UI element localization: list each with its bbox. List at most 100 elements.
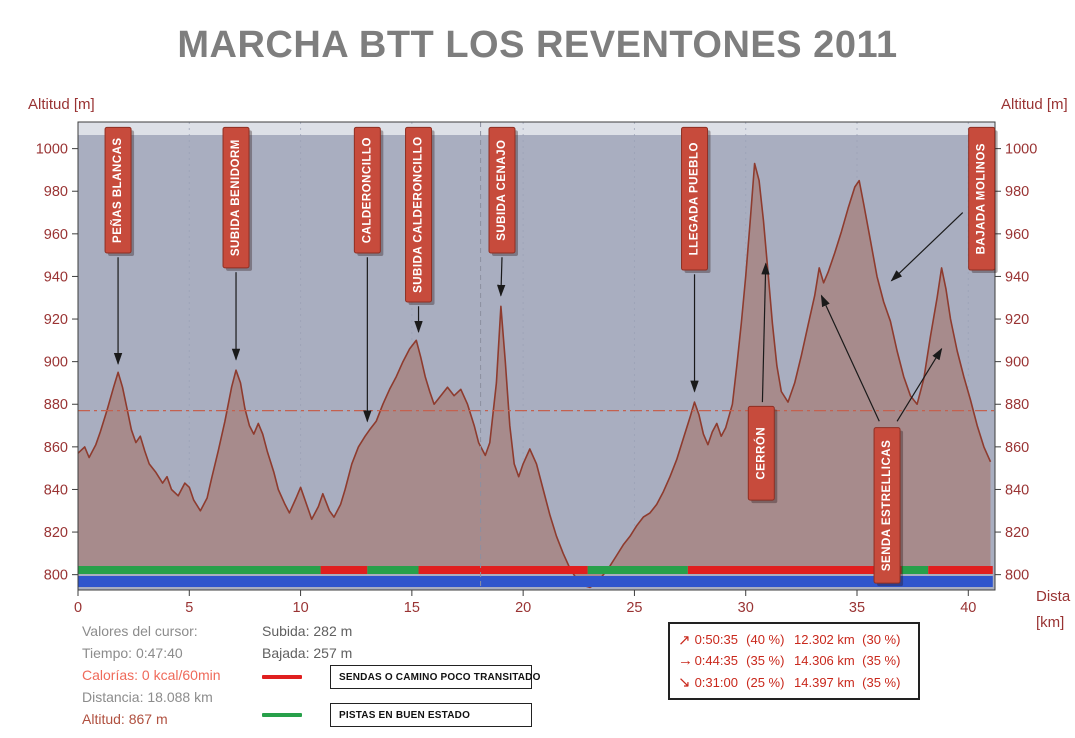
annotation-callout xyxy=(873,427,901,584)
cursor-altitude: Altitud: 867 m xyxy=(82,711,168,727)
annotation-arrow xyxy=(761,262,770,403)
y-tick-label-right: 840 xyxy=(1005,482,1029,498)
plot-top-band xyxy=(78,122,995,135)
annotation-label: SUBIDA BENIDORM xyxy=(230,139,242,256)
y-tick-label-right: 900 xyxy=(1005,355,1029,371)
annotation-arrow xyxy=(890,212,964,282)
climb-summary: Subida: 282 m Bajada: 257 m xyxy=(262,620,352,664)
descent-time: 0:31:00 xyxy=(694,674,738,690)
annotation-arrow xyxy=(497,257,506,297)
stats-row-flat: → 0:44:35 (35 %) 14.306 km (35 %) xyxy=(678,652,910,669)
elevation-chart: 800 800 820 820 840 840 860 860 880 880 900 900 920 9… xyxy=(36,121,1037,616)
x-tick-label: 35 xyxy=(849,600,865,616)
annotation-callout xyxy=(104,126,132,254)
cursor-values-header: Valores del cursor: xyxy=(82,623,198,639)
annotation-label: SUBIDA CALDERONCILLO xyxy=(413,136,425,293)
annotation-label: PEÑAS BLANCAS xyxy=(111,137,124,243)
x-tick-label: 20 xyxy=(515,600,531,616)
annotation-label: SENDA ESTRELLICAS xyxy=(881,440,893,571)
y-tick-label-right: 960 xyxy=(1005,227,1029,243)
flat-time-pct: (35 %) xyxy=(746,653,785,669)
y-tick-label-left: 860 xyxy=(44,440,68,456)
surface-segment-pista xyxy=(367,566,419,574)
base-bar xyxy=(78,576,993,587)
x-axis-label-line1: Dista xyxy=(1036,588,1071,605)
y-tick-label-left: 820 xyxy=(44,525,68,541)
descent-distance: 14.397 km xyxy=(794,674,855,690)
annotation-callout xyxy=(681,126,709,271)
right-arrow-icon: → xyxy=(678,652,693,670)
y-tick-label-left: 960 xyxy=(44,227,68,243)
y-tick-label-left: 880 xyxy=(44,397,68,413)
stats-row-descent: ↘ 0:31:00 (25 %) 14.397 km (35 %) xyxy=(678,673,910,691)
total-ascent: Subida: 282 m xyxy=(262,623,353,639)
annotation-label: SUBIDA CENAJO xyxy=(496,140,508,241)
flat-time: 0:44:35 xyxy=(694,653,738,669)
y-tick-label-left: 940 xyxy=(44,269,68,285)
surface-segment-pista xyxy=(78,566,321,574)
y-tick-label-right: 860 xyxy=(1005,440,1029,456)
y-tick-label-left: 800 xyxy=(44,568,68,584)
x-axis-label-line2: [km] xyxy=(1036,614,1065,631)
annotation-label: LLEGADA PUEBLO xyxy=(689,142,701,255)
y-tick-label-left: 920 xyxy=(44,312,68,328)
surface-segment-pista xyxy=(587,566,688,574)
ascent-distance: 12.302 km xyxy=(794,632,855,648)
y-tick-label-right: 980 xyxy=(1005,184,1029,200)
gradient-stats-box: ↗ 0:50:35 (40 %) 12.302 km (30 %) → 0:44… xyxy=(668,622,920,700)
surface-segment-senda xyxy=(320,566,368,574)
up-right-arrow-icon: ↗ xyxy=(678,631,691,649)
stats-row-ascent: ↗ 0:50:35 (40 %) 12.302 km (30 %) xyxy=(678,631,910,649)
ascent-time: 0:50:35 xyxy=(694,632,738,648)
legend-label-sendas: SENDAS O CAMINO POCO TRANSITADO xyxy=(330,665,540,689)
y-tick-label-right: 880 xyxy=(1005,397,1029,413)
annotation-label: CERRÓN xyxy=(754,427,767,480)
annotation-callout xyxy=(353,126,381,254)
x-tick-label: 40 xyxy=(960,600,976,616)
descent-time-pct: (25 %) xyxy=(746,674,785,690)
y-tick-label-right: 920 xyxy=(1005,312,1029,328)
y-axis-label-left: Altitud [m] xyxy=(28,96,95,113)
total-descent: Bajada: 257 m xyxy=(262,645,353,661)
y-tick-label-left: 1000 xyxy=(36,142,68,158)
y-tick-label-right: 940 xyxy=(1005,269,1029,285)
x-tick-label: 5 xyxy=(185,600,193,616)
annotation-label: BAJADA MOLINOS xyxy=(976,143,988,254)
plot-border xyxy=(77,121,996,591)
page-title: MARCHA BTT LOS REVENTONES 2011 xyxy=(177,24,898,66)
surface-segment-pista xyxy=(901,566,929,574)
y-tick-label-left: 900 xyxy=(44,355,68,371)
annotation-callout xyxy=(968,126,996,271)
legend-swatch-pistas-icon xyxy=(262,713,302,717)
cursor-calories: Calorías: 0 kcal/60min xyxy=(82,667,221,683)
elevation-line xyxy=(77,162,992,589)
annotation-arrow xyxy=(820,294,880,422)
descent-distance-pct: (35 %) xyxy=(862,674,901,690)
x-tick-label: 25 xyxy=(626,600,642,616)
ascent-time-pct: (40 %) xyxy=(746,632,785,648)
cursor-time: Tiempo: 0:47:40 xyxy=(82,645,183,661)
y-tick-label-right: 1000 xyxy=(1005,142,1037,158)
y-tick-label-right: 800 xyxy=(1005,568,1029,584)
y-tick-label-right: 820 xyxy=(1005,525,1029,541)
annotation-arrow xyxy=(896,347,943,422)
x-tick-label: 30 xyxy=(738,600,754,616)
legend-label-pistas: PISTAS EN BUEN ESTADO xyxy=(330,703,532,727)
down-right-arrow-icon: ↘ xyxy=(678,674,691,692)
ascent-distance-pct: (30 %) xyxy=(862,632,901,648)
flat-distance: 14.306 km xyxy=(794,653,855,669)
surface-segment-senda xyxy=(928,566,993,574)
annotation-callout xyxy=(747,405,775,501)
x-tick-label: 10 xyxy=(293,600,309,616)
legend-swatch-sendas-icon xyxy=(262,675,302,679)
y-tick-label-left: 840 xyxy=(44,482,68,498)
cursor-values-panel: Valores del cursor: Tiempo: 0:47:40 Calo… xyxy=(82,620,221,730)
annotation-label: CALDERONCILLO xyxy=(361,137,373,243)
annotation-callout xyxy=(488,126,516,254)
cursor-distance: Distancia: 18.088 km xyxy=(82,689,213,705)
annotation-callout xyxy=(222,126,250,269)
surface-segment-senda xyxy=(687,566,902,574)
flat-distance-pct: (35 %) xyxy=(862,653,901,669)
y-tick-label-left: 980 xyxy=(44,184,68,200)
